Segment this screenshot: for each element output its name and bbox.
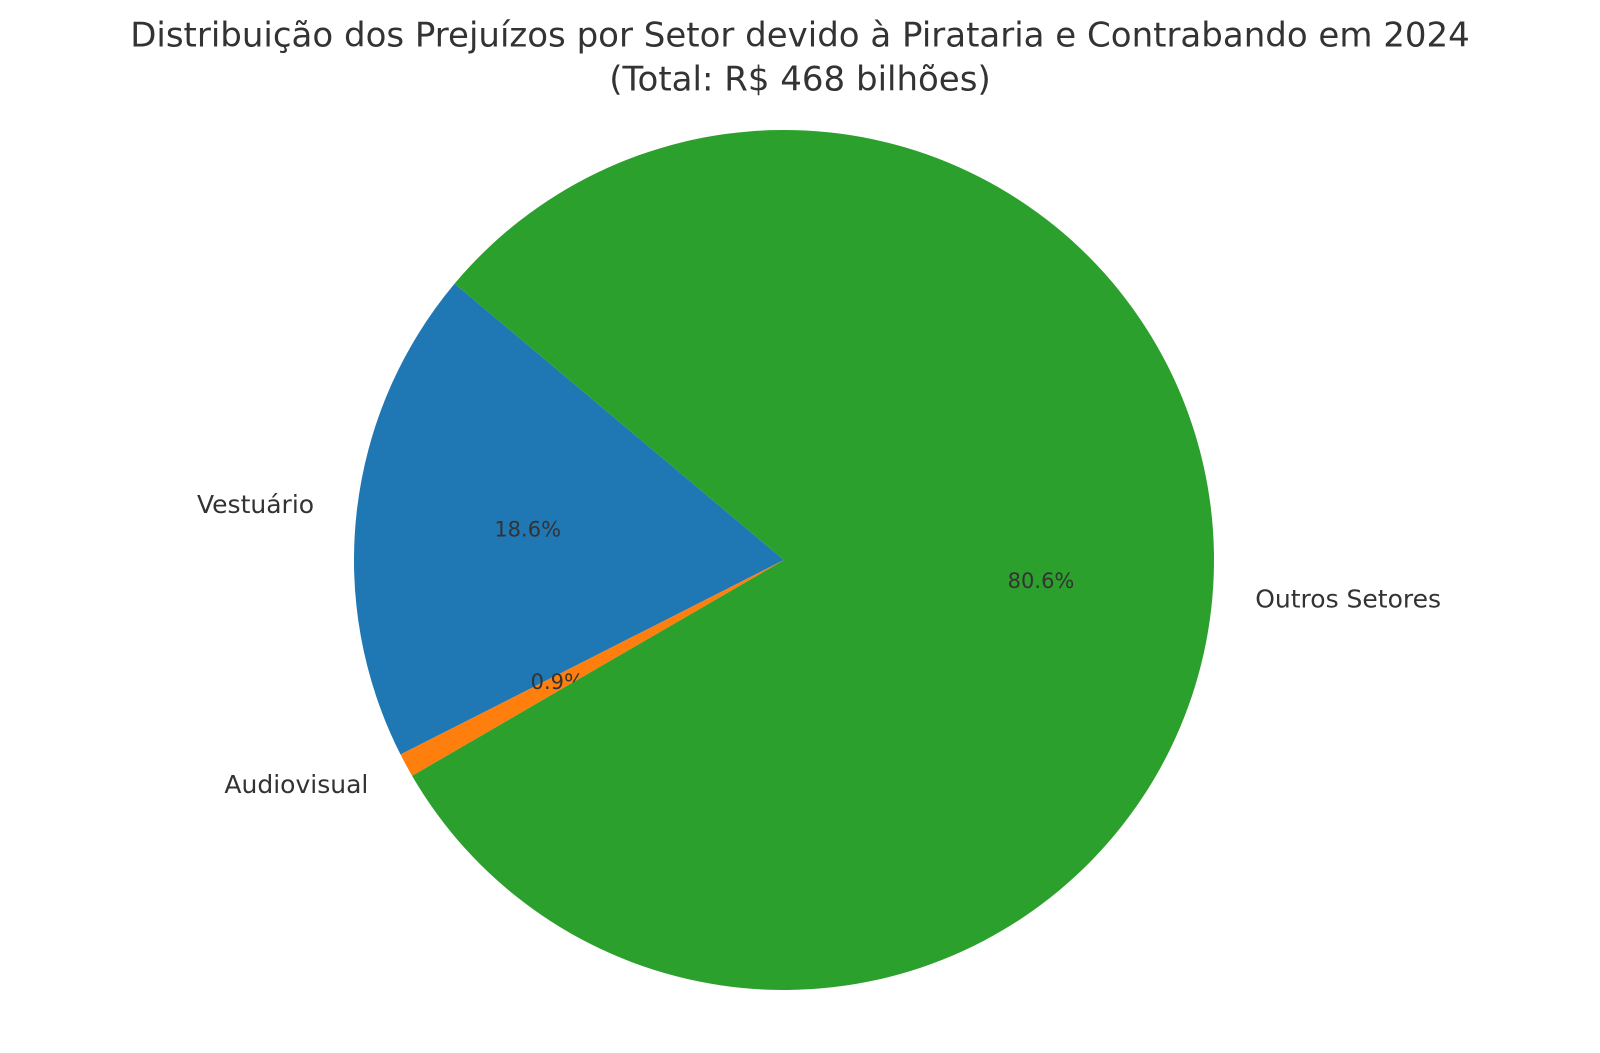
percent-label: 80.6% <box>1008 569 1075 593</box>
pie-slice <box>400 560 784 776</box>
slice-label: Outros Setores <box>1255 585 1441 614</box>
slice-label: Audiovisual <box>224 770 368 799</box>
slice-label: Vestuário <box>197 490 314 519</box>
percent-label: 18.6% <box>494 518 561 542</box>
chart-subtitle: (Total: R$ 468 bilhões) <box>609 60 990 100</box>
pie-slice <box>354 283 784 755</box>
chart-title: Distribuição dos Prejuízos por Setor dev… <box>130 16 1470 56</box>
pie-slice <box>412 129 1214 991</box>
